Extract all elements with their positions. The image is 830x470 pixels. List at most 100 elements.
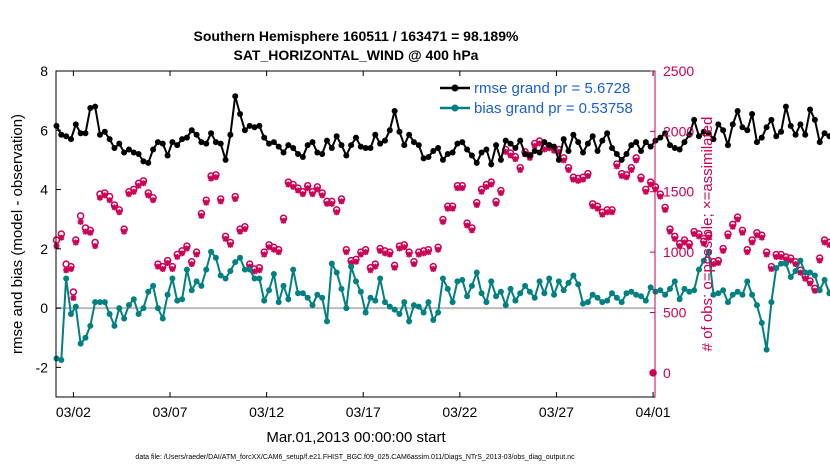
rmse-point	[454, 140, 461, 147]
obs-assimilated-point	[700, 240, 707, 247]
y-right-tick-label: 2000	[663, 123, 694, 139]
bias-point	[797, 257, 804, 264]
bias-point	[493, 293, 500, 300]
rmse-point	[362, 145, 369, 152]
obs-assimilated-point	[705, 234, 712, 241]
rmse-point	[430, 148, 437, 155]
bias-point	[488, 278, 495, 285]
bias-point	[67, 311, 74, 318]
y-axis-right: 0 500 1000 1500 2000 2500	[650, 63, 694, 397]
bias-point	[92, 299, 99, 306]
bias-point	[333, 269, 340, 276]
rmse-point	[459, 139, 466, 146]
rmse-point	[633, 139, 640, 146]
rmse-point	[594, 148, 601, 155]
obs-assimilated-point	[58, 234, 65, 241]
bias-point	[410, 302, 417, 309]
rmse-point	[589, 133, 596, 140]
obs-assimilated-point	[599, 211, 606, 218]
obs-assimilated-point	[589, 203, 596, 210]
obs-assimilated-point	[502, 148, 509, 155]
rmse-point	[662, 130, 669, 137]
chart-title: Southern Hemisphere 160511 / 163471 = 98…	[194, 28, 519, 44]
bias-point	[705, 248, 712, 255]
rmse-point	[410, 139, 417, 146]
bias-point	[285, 296, 292, 303]
bias-point	[188, 287, 195, 294]
plot-area	[52, 93, 830, 377]
obs-assimilated-point	[439, 218, 446, 225]
obs-assimilated-point	[536, 140, 543, 147]
rmse-point	[468, 152, 475, 159]
rmse-point	[367, 145, 374, 152]
bias-point	[604, 297, 611, 304]
obs-assimilated-point	[555, 148, 562, 155]
obs-assimilated-point	[193, 251, 200, 258]
rmse-point	[792, 131, 799, 138]
bias-point	[266, 287, 273, 294]
obs-assimilated-point	[580, 176, 587, 183]
rmse-point	[729, 121, 736, 128]
obs-assimilated-point	[488, 181, 495, 188]
bias-point	[164, 291, 171, 298]
obs-assimilated-point	[623, 174, 630, 181]
obs-assimilated-point	[454, 185, 461, 192]
rmse-point	[811, 116, 818, 123]
obs-assimilated-point	[188, 261, 195, 268]
bias-point	[749, 291, 756, 298]
obs-assimilated-point	[710, 261, 717, 268]
obs-assimilated-point	[584, 173, 591, 180]
obs-assimilated-point	[164, 259, 171, 266]
rmse-point	[560, 136, 567, 143]
bias-point	[106, 311, 113, 318]
obs-assimilated-point	[797, 269, 804, 276]
rmse-point	[401, 142, 408, 149]
bias-point	[802, 269, 809, 276]
rmse-point	[323, 137, 330, 144]
obs-assimilated-point	[82, 228, 89, 235]
rmse-point	[270, 139, 277, 146]
obs-assimilated-point	[637, 176, 644, 183]
obs-assimilated-point	[816, 257, 823, 264]
rmse-point	[778, 128, 785, 135]
rmse-point	[338, 142, 345, 149]
rmse-point	[782, 103, 789, 110]
bias-point	[217, 272, 224, 279]
bias-point	[807, 269, 814, 276]
obs-assimilated-point	[352, 258, 359, 265]
rmse-point	[787, 122, 794, 129]
rmse-point	[497, 156, 504, 163]
obs-assimilated-point	[266, 244, 273, 251]
obs-assimilated-point	[275, 249, 282, 256]
rmse-point	[439, 156, 446, 163]
rmse-point	[266, 140, 273, 147]
rmse-point	[599, 137, 606, 144]
rmse-point	[710, 136, 717, 143]
rmse-point	[821, 130, 828, 137]
obs-assimilated-point	[493, 200, 500, 207]
bias-point	[261, 297, 268, 304]
bias-point	[609, 290, 616, 297]
bias-point	[758, 319, 765, 326]
rmse-point	[580, 149, 587, 156]
x-tick-label: 03/27	[539, 404, 574, 420]
bias-point	[541, 290, 548, 297]
y-right-tick-label: 500	[663, 304, 687, 320]
bias-point	[251, 275, 258, 282]
obs-assimilated-point	[169, 266, 176, 273]
obs-assimilated-point	[565, 167, 572, 174]
rmse-point	[101, 128, 108, 135]
obs-assimilated-point	[314, 186, 321, 193]
rmse-point	[715, 121, 722, 128]
bias-point	[570, 272, 577, 279]
obs-assimilated-point	[406, 251, 413, 258]
bias-point	[666, 285, 673, 292]
rmse-point	[140, 158, 147, 165]
rmse-point	[613, 150, 620, 157]
rmse-point	[150, 146, 157, 153]
rmse-point	[826, 133, 830, 140]
bias-point	[821, 276, 828, 283]
bias-point	[130, 296, 137, 303]
rmse-point	[584, 140, 591, 147]
x-tick-label: 03/12	[249, 404, 284, 420]
